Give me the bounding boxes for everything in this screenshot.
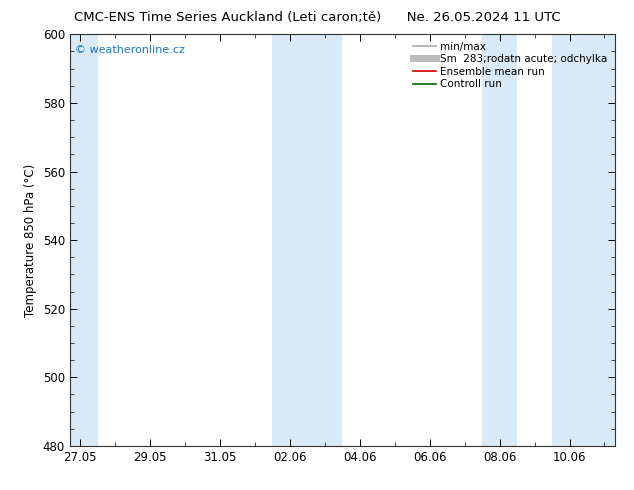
- Text: © weatheronline.cz: © weatheronline.cz: [75, 45, 185, 54]
- Bar: [70, 34, 98, 446]
- Bar: [552, 34, 615, 446]
- Legend: min/max, Sm  283;rodatn acute; odchylka, Ensemble mean run, Controll run: min/max, Sm 283;rodatn acute; odchylka, …: [411, 40, 610, 92]
- Y-axis label: Temperature 850 hPa (°C): Temperature 850 hPa (°C): [24, 164, 37, 317]
- Bar: [482, 34, 517, 446]
- Bar: [273, 34, 342, 446]
- Text: CMC-ENS Time Series Auckland (Leti caron;tě)      Ne. 26.05.2024 11 UTC: CMC-ENS Time Series Auckland (Leti caron…: [74, 11, 560, 24]
